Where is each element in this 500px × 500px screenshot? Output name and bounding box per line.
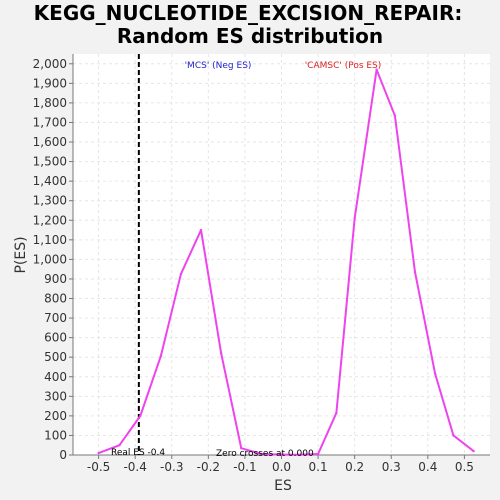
y-tick-label: 800 [44,292,67,306]
data-point [472,449,475,453]
x-tick-label: 0.0 [272,460,291,474]
y-tick-label: 1,400 [33,174,67,188]
pos-es-annotation: 'CAMSC' (Pos ES) [305,61,382,71]
data-point [375,68,378,71]
y-tick-label: 1,900 [33,76,67,90]
data-point [139,414,142,418]
chart-title-line2: Random ES distribution [117,24,383,48]
data-point [353,217,356,220]
x-tick-label: -0.2 [197,460,220,474]
series-line [98,68,475,456]
data-point [316,452,320,456]
y-tick-label: 300 [44,389,67,403]
y-tick-label: 600 [44,331,67,345]
x-tick-label: -0.4 [123,460,146,474]
y-tick-label: 1,200 [33,213,67,227]
y-tick-label: 1,300 [33,194,67,208]
y-tick-label: 900 [44,272,67,286]
data-point [298,453,301,457]
data-point [393,114,397,117]
data-point [240,446,243,450]
x-tick-label: -0.3 [160,460,183,474]
y-tick-label: 0 [59,448,67,462]
data-point [335,411,338,415]
data-point [433,372,437,376]
real-es-label: Real ES -0.4 [111,448,165,458]
x-ticks: -0.5 -0.4 -0.3 -0.2 -0.1 0.0 0.1 0.2 0.3 0.4 0.5 [87,455,474,474]
data-point [452,434,455,437]
data-point [159,355,162,358]
y-tick-label: 700 [44,311,67,325]
y-tick-label: 1,100 [33,233,67,247]
x-tick-label: 0.4 [418,460,437,474]
y-axis-label: P(ES) [13,236,29,273]
y-tick-label: 1,000 [33,252,67,266]
data-point [260,452,263,456]
x-tick-label: 0.2 [345,460,364,474]
series-group [97,68,475,457]
data-point [179,272,183,276]
y-ticks: 0 100 200 300 400 500 600 700 800 900 1,000 1,100 1,… [33,57,73,462]
neg-es-annotation: 'MCS' (Neg ES) [185,61,252,71]
y-tick-label: 500 [44,350,67,364]
y-tick-label: 1,600 [33,135,67,149]
x-tick-label: -0.5 [87,460,110,474]
grid [73,54,490,456]
y-tick-label: 200 [44,409,67,423]
y-tick-label: 400 [44,370,67,384]
data-point [199,228,203,232]
x-tick-label: -0.1 [233,460,256,474]
x-tick-label: 0.3 [382,460,401,474]
chart-title-line1: KEGG_NUCLEOTIDE_EXCISION_REPAIR: [34,1,463,25]
y-tick-label: 2,000 [33,57,67,71]
data-point [97,451,100,455]
x-tick-label: 0.5 [455,460,474,474]
y-tick-label: 1,500 [33,155,67,169]
zero-cross-annotation: Zero crosses at 0.000 [216,449,314,459]
data-point [219,352,223,355]
y-tick-label: 1,800 [33,96,67,110]
y-tick-label: 1,700 [33,115,67,129]
data-point [413,270,417,274]
x-tick-label: 0.1 [309,460,328,474]
y-tick-label: 100 [44,428,67,442]
data-point [118,444,121,447]
x-axis-label: ES [274,478,292,494]
data-point [280,453,283,456]
